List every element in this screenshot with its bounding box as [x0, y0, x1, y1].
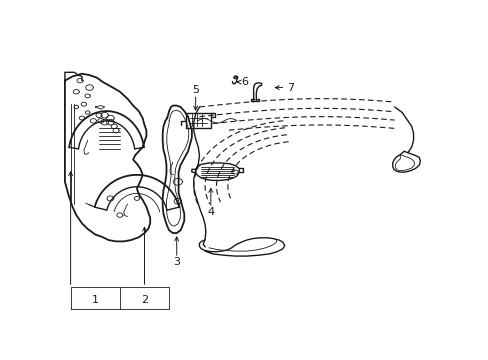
Text: 1: 1	[92, 294, 99, 305]
Text: 4: 4	[207, 207, 214, 217]
Text: 6: 6	[241, 77, 248, 87]
Text: 2: 2	[141, 294, 148, 305]
Text: 5: 5	[192, 85, 199, 95]
Text: 7: 7	[286, 82, 293, 93]
Text: 3: 3	[173, 257, 180, 267]
